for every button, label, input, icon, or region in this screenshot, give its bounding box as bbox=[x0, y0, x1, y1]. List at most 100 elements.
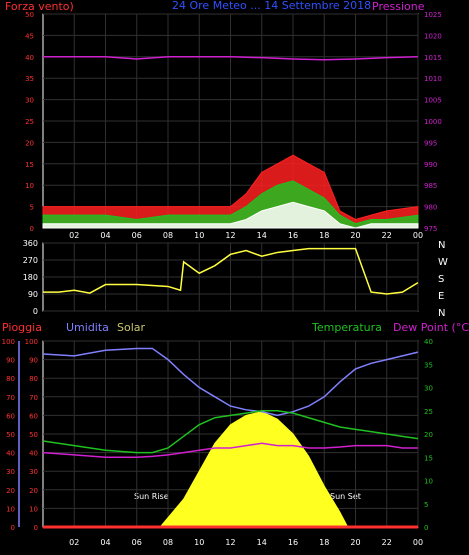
sunrise-label: Sun Rise bbox=[134, 492, 169, 501]
x-tick-label: 12 bbox=[225, 231, 235, 240]
wind-tick-label: 25 bbox=[25, 118, 34, 126]
temperatura-line bbox=[42, 410, 419, 454]
temperature-tick-label: 25 bbox=[424, 408, 433, 416]
direction-tick-label: 270 bbox=[23, 256, 38, 265]
pressure-tick-label: 1025 bbox=[424, 11, 442, 19]
rain-tick-label: 100 bbox=[2, 338, 15, 346]
temperature-tick-label: 10 bbox=[424, 478, 433, 486]
wind-tick-label: 0 bbox=[30, 225, 34, 233]
pressure-tick-label: 980 bbox=[424, 204, 437, 212]
solar-axis-title: Solar bbox=[117, 321, 146, 334]
rain-tick-label: 10 bbox=[6, 505, 15, 513]
temperature-tick-label: 5 bbox=[424, 501, 428, 509]
wind-tick-label: 50 bbox=[25, 11, 34, 19]
pressure-tick-label: 1000 bbox=[424, 118, 442, 126]
pressure-tick-label: 975 bbox=[424, 225, 437, 233]
temperature-tick-label: 15 bbox=[424, 454, 433, 462]
compass-label: S bbox=[438, 274, 444, 285]
humidity-axis-title: Umidita bbox=[66, 321, 109, 334]
x-tick-label: 22 bbox=[382, 538, 392, 547]
humidity-tick-label: 100 bbox=[25, 338, 38, 346]
x-tick-label: 10 bbox=[194, 231, 204, 240]
direction-tick-label: 90 bbox=[28, 290, 38, 299]
pressure-tick-label: 1015 bbox=[424, 54, 442, 62]
umidita-line bbox=[42, 347, 419, 417]
rain-tick-label: 40 bbox=[6, 450, 15, 458]
humidity-tick-label: 50 bbox=[29, 431, 38, 439]
pressure-tick-label: 990 bbox=[424, 161, 437, 169]
direction-tick-label: 0 bbox=[33, 307, 38, 316]
x-tick-label: 00 bbox=[413, 231, 423, 240]
wind-force-axis-title: Forza vento) bbox=[5, 0, 74, 13]
temperature-tick-label: 40 bbox=[424, 338, 433, 346]
x-tick-label: 20 bbox=[350, 231, 360, 240]
humidity-tick-label: 80 bbox=[29, 375, 38, 383]
pressure-line bbox=[43, 56, 419, 61]
rain-axis-title: Pioggia bbox=[2, 321, 42, 334]
wind-tick-label: 30 bbox=[25, 97, 34, 105]
humidity-tick-label: 60 bbox=[29, 412, 38, 420]
temperature-tick-label: 0 bbox=[424, 524, 428, 532]
compass-label: N bbox=[438, 240, 445, 251]
wind-tick-label: 5 bbox=[30, 204, 34, 212]
x-tick-label: 08 bbox=[163, 231, 173, 240]
wind-area-3 bbox=[42, 201, 419, 229]
x-tick-label: 20 bbox=[350, 538, 360, 547]
temperature-tick-label: 35 bbox=[424, 361, 433, 369]
rain-tick-label: 30 bbox=[6, 468, 15, 476]
x-tick-label: 18 bbox=[319, 231, 329, 240]
humidity-tick-label: 30 bbox=[29, 468, 38, 476]
pressure-tick-label: 985 bbox=[424, 182, 437, 190]
rain-tick-label: 60 bbox=[6, 412, 15, 420]
x-tick-label: 02 bbox=[69, 538, 79, 547]
x-tick-label: 02 bbox=[69, 231, 79, 240]
wind-tick-label: 10 bbox=[25, 182, 34, 190]
x-tick-label: 12 bbox=[225, 538, 235, 547]
pressure-tick-label: 1010 bbox=[424, 75, 442, 83]
wind-direction-line bbox=[43, 247, 419, 295]
x-tick-label: 08 bbox=[163, 538, 173, 547]
chart-title: 24 Ore Meteo ... 14 Settembre 2018 bbox=[172, 0, 371, 12]
compass-label: E bbox=[438, 291, 444, 302]
pressure-tick-label: 1020 bbox=[424, 32, 442, 40]
humidity-tick-label: 70 bbox=[29, 394, 38, 402]
x-tick-label: 04 bbox=[100, 231, 110, 240]
rain-tick-label: 90 bbox=[6, 357, 15, 365]
x-tick-label: 04 bbox=[100, 538, 110, 547]
temperature-tick-label: 30 bbox=[424, 385, 433, 393]
rain-tick-label: 70 bbox=[6, 394, 15, 402]
compass-label: N bbox=[438, 308, 445, 319]
pressure-axis-title: Pressione bbox=[372, 0, 425, 13]
pressure-tick-label: 1005 bbox=[424, 97, 442, 105]
rain-tick-label: 0 bbox=[11, 524, 15, 532]
rain-tick-label: 80 bbox=[6, 375, 15, 383]
wind-tick-label: 45 bbox=[25, 32, 34, 40]
solar-area bbox=[43, 411, 418, 528]
wind-tick-label: 20 bbox=[25, 139, 34, 147]
x-tick-label: 06 bbox=[132, 538, 142, 547]
wind-tick-label: 40 bbox=[25, 54, 34, 62]
temperature-axis-title: Temperatura bbox=[311, 321, 382, 334]
pressure-tick-label: 995 bbox=[424, 139, 437, 147]
wind-tick-label: 15 bbox=[25, 161, 34, 169]
temperature-tick-label: 20 bbox=[424, 431, 433, 439]
x-tick-label: 18 bbox=[319, 538, 329, 547]
humidity-tick-label: 20 bbox=[29, 487, 38, 495]
direction-tick-label: 360 bbox=[23, 239, 38, 248]
x-tick-label: 16 bbox=[288, 538, 298, 547]
rain-tick-label: 50 bbox=[6, 431, 15, 439]
x-tick-label: 22 bbox=[382, 231, 392, 240]
humidity-tick-label: 10 bbox=[29, 505, 38, 513]
sunset-label: Sun Set bbox=[330, 492, 361, 501]
dew-point-c-line bbox=[42, 442, 418, 458]
rain-tick-label: 20 bbox=[6, 487, 15, 495]
x-tick-label: 10 bbox=[194, 538, 204, 547]
x-tick-label: 00 bbox=[413, 538, 423, 547]
dewpoint-axis-title: Dew Point (°C) bbox=[393, 321, 469, 334]
direction-tick-label: 180 bbox=[23, 273, 38, 282]
x-tick-label: 14 bbox=[257, 538, 267, 547]
x-tick-label: 14 bbox=[257, 231, 267, 240]
humidity-tick-label: 40 bbox=[29, 450, 38, 458]
x-tick-label: 06 bbox=[132, 231, 142, 240]
